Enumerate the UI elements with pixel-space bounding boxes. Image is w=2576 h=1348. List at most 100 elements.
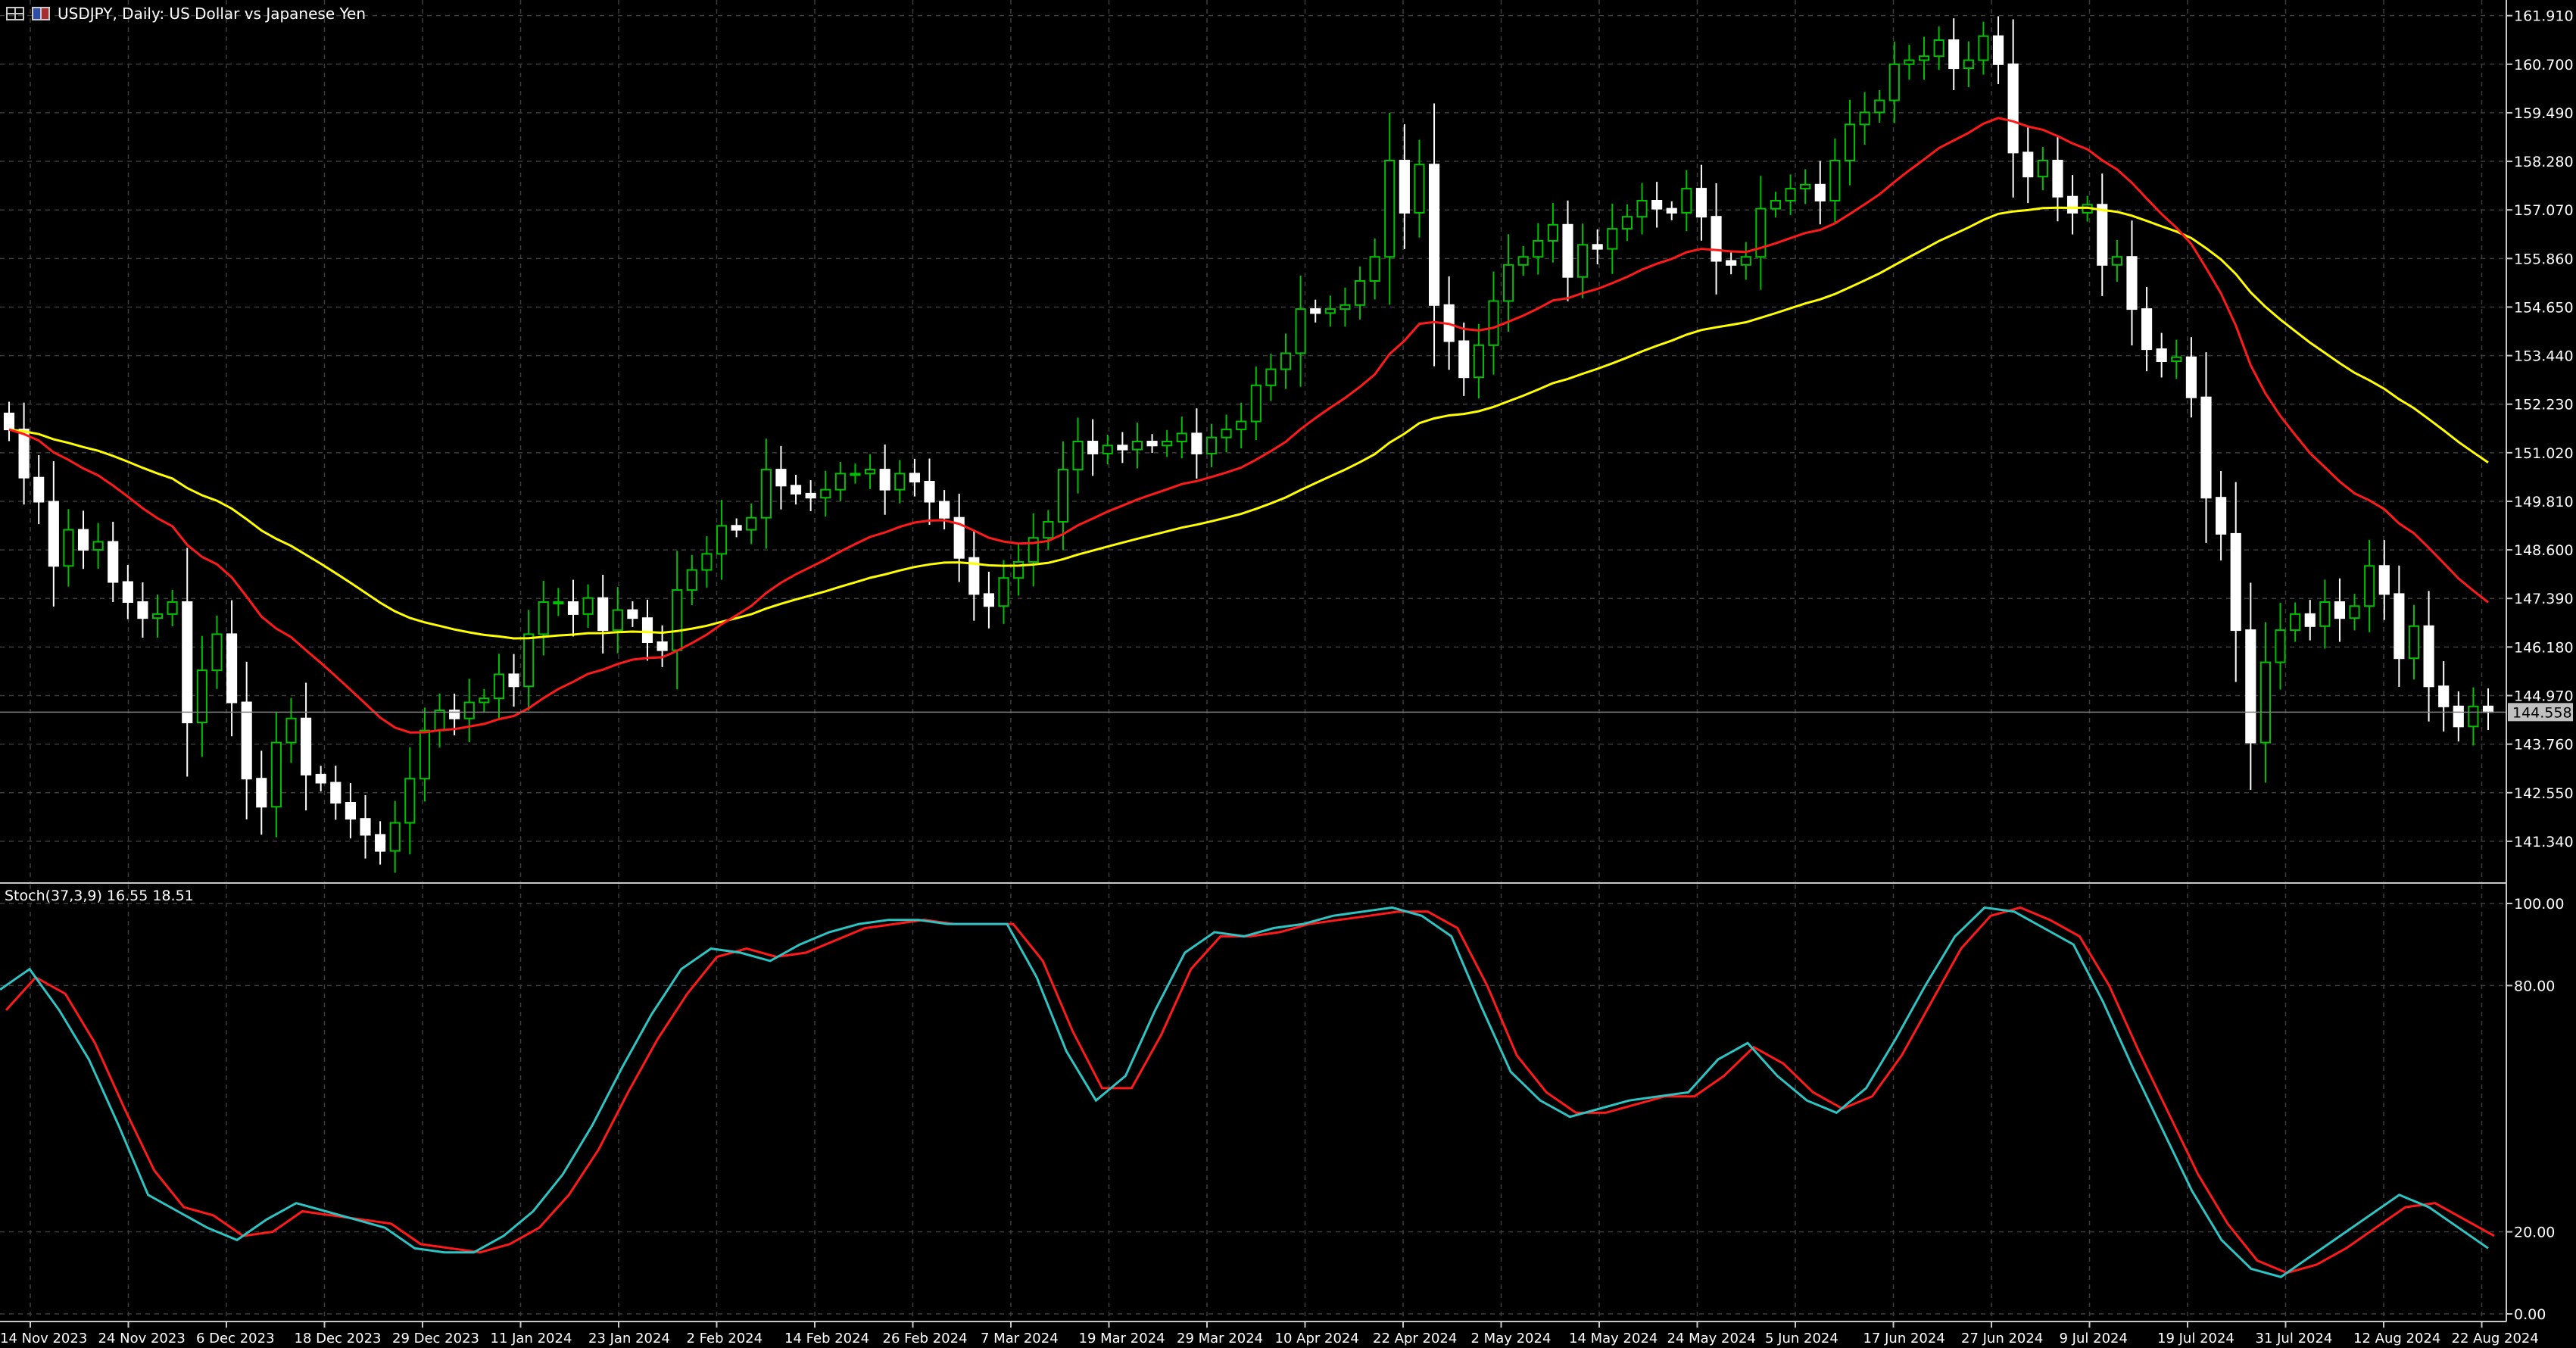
time-tick-label: 12 Aug 2024 <box>2353 1331 2440 1346</box>
candle-body <box>508 673 519 688</box>
candle-body <box>1399 160 1410 214</box>
candle-body <box>241 701 252 780</box>
candle <box>716 500 728 580</box>
candle <box>1904 45 1915 80</box>
candle <box>1399 124 1410 249</box>
candle <box>1072 417 1084 494</box>
candle <box>196 635 207 757</box>
candle-body <box>1636 200 1648 218</box>
candle-body <box>48 501 59 567</box>
candle <box>2468 687 2479 746</box>
candle-body <box>151 613 164 619</box>
price-tick-label: 159.490 <box>2514 105 2574 122</box>
grid <box>0 0 2506 1321</box>
candle-body <box>1726 260 1737 266</box>
candle <box>122 564 133 619</box>
candle <box>1176 417 1187 459</box>
candle-body <box>2156 348 2167 363</box>
candle <box>953 493 965 582</box>
current-price-label: 144.558 <box>2512 704 2572 721</box>
candle <box>1503 234 1514 332</box>
candle <box>627 601 638 627</box>
candle-body <box>1339 304 1351 310</box>
candle <box>1428 103 1440 367</box>
candle-body <box>731 525 742 531</box>
candle-body <box>850 473 861 476</box>
candle-body <box>746 516 757 531</box>
stoch-tick-label: 100.00 <box>2514 896 2564 913</box>
candle-body <box>2185 356 2197 398</box>
candle <box>2334 578 2346 642</box>
candle-body <box>1992 35 2004 65</box>
candle-body <box>894 473 906 491</box>
candle <box>1592 229 1603 265</box>
candle <box>360 794 371 859</box>
time-tick-label: 2 Feb 2024 <box>687 1331 763 1346</box>
price-tick-label: 143.760 <box>2514 737 2574 754</box>
time-tick-label: 27 Jun 2024 <box>1961 1331 2043 1346</box>
candle <box>330 765 341 820</box>
candle-body <box>1176 432 1187 443</box>
candle <box>1874 89 1885 123</box>
candle-body <box>1250 384 1261 423</box>
candle <box>865 454 876 489</box>
candle <box>1814 161 1826 225</box>
candle <box>2364 539 2375 632</box>
candle <box>2275 603 2286 690</box>
time-tick-label: 26 Feb 2024 <box>883 1331 968 1346</box>
candle <box>2052 136 2063 222</box>
candle <box>2290 602 2301 642</box>
candle-body <box>1904 59 1915 65</box>
candle <box>1057 441 1069 551</box>
time-tick-label: 11 Jan 2024 <box>491 1331 572 1346</box>
candle-body <box>1087 441 1099 454</box>
time-axis: 14 Nov 2023 24 Nov 2023 6 Dec 2023 18 Dec 2… <box>0 1321 2539 1346</box>
candle-body <box>953 516 965 559</box>
candle <box>2438 661 2450 732</box>
candle-body <box>1695 188 1707 218</box>
price-tick-label: 148.600 <box>2514 542 2574 559</box>
candle <box>553 588 564 616</box>
chart-grid-icon[interactable] <box>6 7 24 20</box>
candle-body <box>1488 300 1499 346</box>
candle <box>1458 322 1470 396</box>
candle-body <box>2259 661 2272 744</box>
candle-body <box>909 473 920 483</box>
candle-body <box>1221 429 1232 438</box>
time-tick-label: 9 Jul 2024 <box>2060 1331 2128 1346</box>
candle <box>404 747 416 855</box>
candle <box>1607 203 1618 274</box>
candle-body <box>879 469 890 491</box>
candle-body <box>360 818 371 836</box>
stoch-axis: 100.00 80.00 20.00 0.00 <box>2506 896 2564 1323</box>
candle <box>48 460 59 607</box>
symbol-flag-icon <box>32 7 50 20</box>
candle <box>1205 423 1218 467</box>
candle-body <box>2200 396 2212 499</box>
candle-body <box>226 633 238 704</box>
price-tick-label: 144.970 <box>2514 688 2574 704</box>
candle-body <box>330 782 341 803</box>
current-price-box-bg <box>2508 703 2573 722</box>
candle-body <box>449 710 460 719</box>
candle-body <box>2052 160 2063 198</box>
candle <box>1250 367 1261 441</box>
candle-body <box>2111 256 2122 266</box>
candle-body <box>1043 521 1054 539</box>
candle <box>92 523 104 569</box>
candle <box>1191 408 1202 479</box>
candle <box>1651 182 1663 228</box>
time-tick-label: 14 Feb 2024 <box>784 1331 869 1346</box>
time-tick-label: 19 Jul 2024 <box>2157 1331 2235 1346</box>
candle <box>1933 26 1944 70</box>
candle <box>167 589 178 627</box>
candle-body <box>1577 244 1589 278</box>
candle-body <box>1666 208 1677 214</box>
time-tick-label: 22 Apr 2024 <box>1373 1331 1457 1346</box>
candle <box>1785 174 1796 215</box>
candle-body <box>1888 63 1900 101</box>
time-tick-label: 10 Apr 2024 <box>1275 1331 1359 1346</box>
candle-body <box>1785 188 1796 202</box>
candle-body <box>820 488 831 499</box>
chart-header: USDJPY, Daily: US Dollar vs Japanese Yen <box>6 5 366 23</box>
